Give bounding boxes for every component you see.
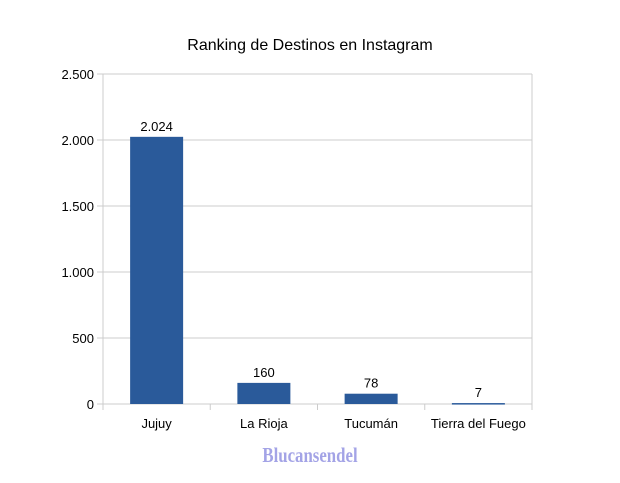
data-label: 160 [253,365,275,380]
data-label: 2.024 [140,119,173,134]
x-tick-label: Jujuy [141,416,172,431]
y-tick-label: 2.000 [61,133,94,148]
y-tick-label: 2.500 [61,67,94,82]
bar-la-rioja [237,382,291,404]
bar-jujuy [130,136,184,404]
x-tick-label: Tucumán [344,416,398,431]
bar-tucumán [344,393,398,404]
x-tick-label: La Rioja [240,416,288,431]
x-tick-label: Tierra del Fuego [431,416,526,431]
data-label: 7 [475,385,482,400]
y-tick-label: 0 [87,397,94,412]
data-label: 78 [364,376,378,391]
bar-tierra-del-fuego [451,403,505,405]
watermark: Blucansendel [262,443,358,467]
y-tick-label: 500 [72,331,94,346]
y-tick-label: 1.000 [61,265,94,280]
chart-title: Ranking de Destinos en Instagram [187,37,432,54]
y-tick-label: 1.500 [61,199,94,214]
